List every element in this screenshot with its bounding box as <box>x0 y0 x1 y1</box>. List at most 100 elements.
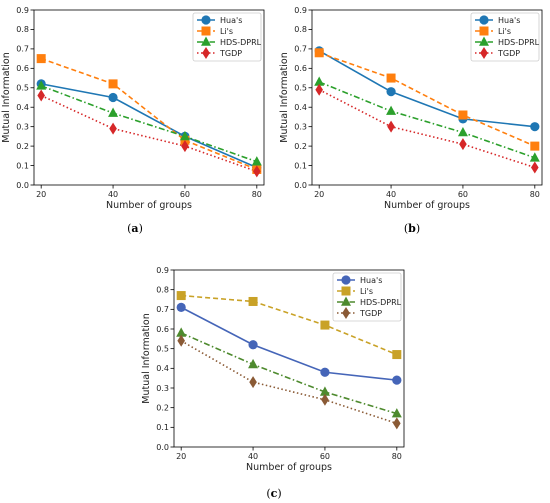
data-point <box>386 105 397 115</box>
legend-marker <box>480 47 488 59</box>
legend-box <box>192 12 262 62</box>
data-point <box>248 296 258 306</box>
y-tick-label: 0.9 <box>294 6 307 15</box>
legend-entry: Hua's <box>220 16 242 25</box>
x-tick-label: 40 <box>248 452 258 461</box>
series-line <box>181 294 398 356</box>
y-tick-label: 0.2 <box>156 403 169 412</box>
legend-entry: TGDP <box>497 49 520 58</box>
series-line <box>318 81 536 159</box>
series-line <box>180 340 398 425</box>
y-tick-label: 0.3 <box>294 122 307 131</box>
x-tick-label: 40 <box>108 190 118 199</box>
data-point <box>249 376 257 389</box>
legend-entry: TGDP <box>359 309 382 318</box>
series-line <box>41 83 258 169</box>
data-point <box>458 110 468 120</box>
x-tick-label: 60 <box>180 190 190 199</box>
panel-b: 0.0 0.1 0.2 0.3 0.4 0.5 0.6 0.7 0.8 0.9 20 40 60 80 Nu… <box>279 6 543 235</box>
x-axis-label: Number of groups <box>384 200 470 211</box>
legend-marker <box>201 36 211 46</box>
legend-marker <box>479 26 489 36</box>
data-point <box>37 89 45 102</box>
data-point <box>253 165 261 178</box>
legend-marker <box>341 286 351 296</box>
legend-marker <box>341 275 351 285</box>
legend: Hua's Li's HDS-DPRL TGDP <box>332 272 402 322</box>
legend-box <box>332 272 402 322</box>
legend-entry: Li's <box>498 27 511 36</box>
data-point <box>181 140 189 153</box>
data-point <box>529 152 540 162</box>
y-tick-label: 0.1 <box>16 161 29 170</box>
y-tick-label: 0.6 <box>156 325 169 334</box>
data-point <box>314 76 325 86</box>
x-tick-label: 20 <box>36 190 46 199</box>
legend-entry: HDS-DPRL <box>498 38 540 47</box>
x-axis-label: Number of groups <box>106 200 192 211</box>
panel-a: 0.0 0.1 0.2 0.3 0.4 0.5 0.6 0.7 0.8 0.9 20 40 60 80 Nu… <box>1 6 265 235</box>
data-point <box>386 87 396 97</box>
y-tick-label: 0.1 <box>156 423 169 432</box>
y-tick-label: 0.7 <box>294 45 307 54</box>
y-tick-label: 0.8 <box>294 25 307 34</box>
data-point <box>315 83 323 96</box>
legend-entry: HDS-DPRL <box>220 38 262 47</box>
panel-c: 0.0 0.1 0.2 0.3 0.4 0.5 0.6 0.7 0.8 0.9 20 40 60 80 Nu… <box>141 266 405 500</box>
y-tick-label: 0.2 <box>16 142 29 151</box>
data-point <box>36 80 47 90</box>
y-tick-label: 0.5 <box>294 84 307 93</box>
data-point <box>386 73 396 83</box>
data-point <box>320 320 330 330</box>
legend-entry: Hua's <box>360 276 382 285</box>
series-line <box>180 306 397 381</box>
data-point <box>108 79 118 89</box>
axes-frame <box>173 269 405 448</box>
data-point <box>457 127 468 137</box>
data-point <box>393 417 401 430</box>
data-point <box>321 393 329 406</box>
x-tick-label: 80 <box>392 452 402 461</box>
y-tick-label: 0.8 <box>16 25 29 34</box>
data-point <box>108 107 119 117</box>
panel-caption: (a) <box>127 222 143 235</box>
legend-marker <box>341 296 351 306</box>
y-tick-label: 0.7 <box>156 305 169 314</box>
y-axis-label: Mutual Information <box>279 52 290 142</box>
y-tick-label: 0.4 <box>16 103 29 112</box>
data-point <box>176 327 187 337</box>
data-point <box>459 138 467 151</box>
data-point <box>314 48 324 58</box>
series-line <box>318 89 536 169</box>
legend-box <box>470 12 540 62</box>
data-point <box>387 120 395 133</box>
series-line <box>40 85 258 163</box>
legend: Hua's Li's HDS-DPRL TGDP <box>470 12 540 62</box>
y-tick-label: 0.0 <box>294 181 307 190</box>
axes-frame <box>311 9 543 186</box>
x-tick-label: 80 <box>252 190 262 199</box>
data-point <box>176 302 186 312</box>
series-line <box>180 332 398 415</box>
legend-marker <box>342 307 350 319</box>
x-axis-label: Number of groups <box>246 462 332 473</box>
y-axis-label: Mutual Information <box>1 52 12 142</box>
data-point <box>530 122 540 132</box>
y-tick-label: 0.4 <box>294 103 307 112</box>
legend: Hua's Li's HDS-DPRL TGDP <box>192 12 262 62</box>
series-line <box>40 94 258 173</box>
data-point <box>109 122 117 135</box>
y-tick-label: 0.3 <box>16 122 29 131</box>
x-tick-label: 20 <box>314 190 324 199</box>
data-point <box>391 408 402 418</box>
x-tick-label: 60 <box>320 452 330 461</box>
data-point <box>392 375 402 385</box>
data-point <box>251 156 262 166</box>
data-point <box>176 291 186 301</box>
legend-marker <box>202 47 210 59</box>
legend-entry: Li's <box>220 27 233 36</box>
y-tick-label: 0.5 <box>156 344 169 353</box>
legend-entry: TGDP <box>219 49 242 58</box>
series-line <box>40 57 258 171</box>
data-point <box>531 161 539 174</box>
